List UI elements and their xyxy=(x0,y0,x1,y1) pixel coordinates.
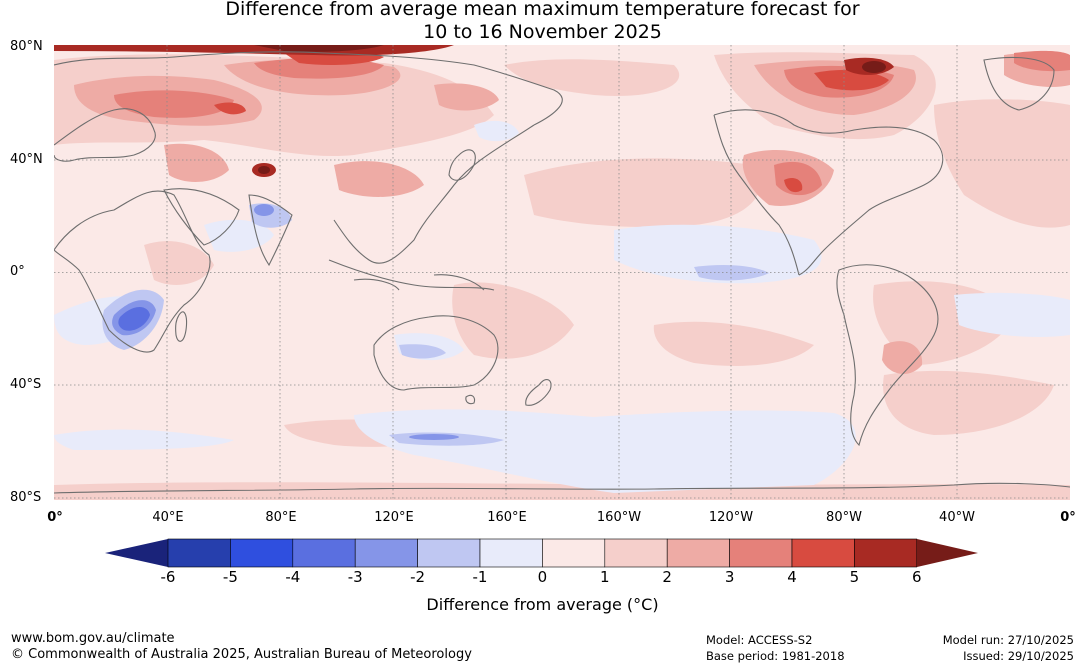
colorbar-bin-9 xyxy=(729,538,793,568)
lon-label-80e: 80°E xyxy=(265,510,297,525)
footer-issued: Issued: 29/10/2025 xyxy=(963,649,1074,663)
anomaly-3-to-4-regions xyxy=(114,50,1070,196)
lat-label-40s: 40°S xyxy=(10,377,42,392)
chart-title-line-1: Difference from average mean maximum tem… xyxy=(225,0,860,20)
colorbar-tick-0: -6 xyxy=(160,568,176,586)
colorbar-bin-5 xyxy=(479,538,543,568)
colorbar-above-max-triangle xyxy=(917,539,978,567)
colorbar-tick-4: -2 xyxy=(410,568,426,586)
anomaly-above-6-regions xyxy=(254,45,886,174)
colorbar-bin-8 xyxy=(666,538,730,568)
lat-label-80s: 80°S xyxy=(10,490,42,505)
temperature-anomaly-map xyxy=(54,45,1070,500)
lon-label-160e: 160°E xyxy=(487,510,527,525)
colorbar-tick-7: 1 xyxy=(600,568,610,586)
colorbar-tick-1: -5 xyxy=(222,568,238,586)
colorbar-tick-9: 3 xyxy=(724,568,735,586)
lon-label-160w: 160°W xyxy=(596,510,642,525)
lat-label-80n: 80°N xyxy=(10,39,43,54)
graticule xyxy=(54,45,1070,500)
footer-model-run: Model run: 27/10/2025 xyxy=(942,633,1074,647)
colorbar-label: Difference from average (°C) xyxy=(426,595,659,614)
colorbar-tick-5: -1 xyxy=(472,568,488,586)
colorbar-below-min-triangle xyxy=(105,539,168,567)
colorbar-bin-1 xyxy=(230,538,294,568)
lon-label-40e: 40°E xyxy=(152,510,184,525)
colorbar-tick-3: -3 xyxy=(347,568,363,586)
lon-label-80w: 80°W xyxy=(826,510,862,525)
anomaly-neg-4-to-neg-3-regions xyxy=(118,307,150,331)
lon-label-120e: 120°E xyxy=(374,510,414,525)
colorbar-tick-6: 0 xyxy=(537,568,548,586)
colorbar-bin-10 xyxy=(791,538,855,568)
footer-url: www.bom.gov.au/climate xyxy=(11,631,175,646)
footer-base-period: Base period: 1981-2018 xyxy=(706,649,845,663)
colorbar-tick-8: 2 xyxy=(662,568,672,586)
lon-label-120w: 120°W xyxy=(708,510,754,525)
lat-label-40n: 40°N xyxy=(10,152,43,167)
colorbar-bin-6 xyxy=(542,538,606,568)
colorbar xyxy=(105,538,978,568)
colorbar-bin-7 xyxy=(604,538,668,568)
footer-model: Model: ACCESS-S2 xyxy=(706,633,813,647)
chart-title-line-2: 10 to 16 November 2025 xyxy=(423,21,662,43)
colorbar-bin-3 xyxy=(354,538,418,568)
colorbar-bins xyxy=(167,538,918,568)
lon-label-0-left: 0° xyxy=(47,510,63,525)
colorbar-bin-2 xyxy=(292,538,356,568)
coastlines xyxy=(54,51,1070,494)
colorbar-bin-11 xyxy=(854,538,918,568)
lon-label-0-right: 0° xyxy=(1060,510,1076,525)
colorbar-tick-2: -4 xyxy=(285,568,301,586)
colorbar-bin-0 xyxy=(167,538,231,568)
lon-label-40w: 40°W xyxy=(939,510,975,525)
anomaly-1-to-2-regions xyxy=(54,52,1070,500)
colorbar-tick-11: 5 xyxy=(849,568,860,586)
colorbar-bin-4 xyxy=(417,538,481,568)
colorbar-tick-10: 4 xyxy=(787,568,797,586)
lat-label-equator: 0° xyxy=(10,264,25,279)
colorbar-tick-12: 6 xyxy=(912,568,922,586)
footer-copyright: © Commonwealth of Australia 2025, Austra… xyxy=(11,647,472,662)
